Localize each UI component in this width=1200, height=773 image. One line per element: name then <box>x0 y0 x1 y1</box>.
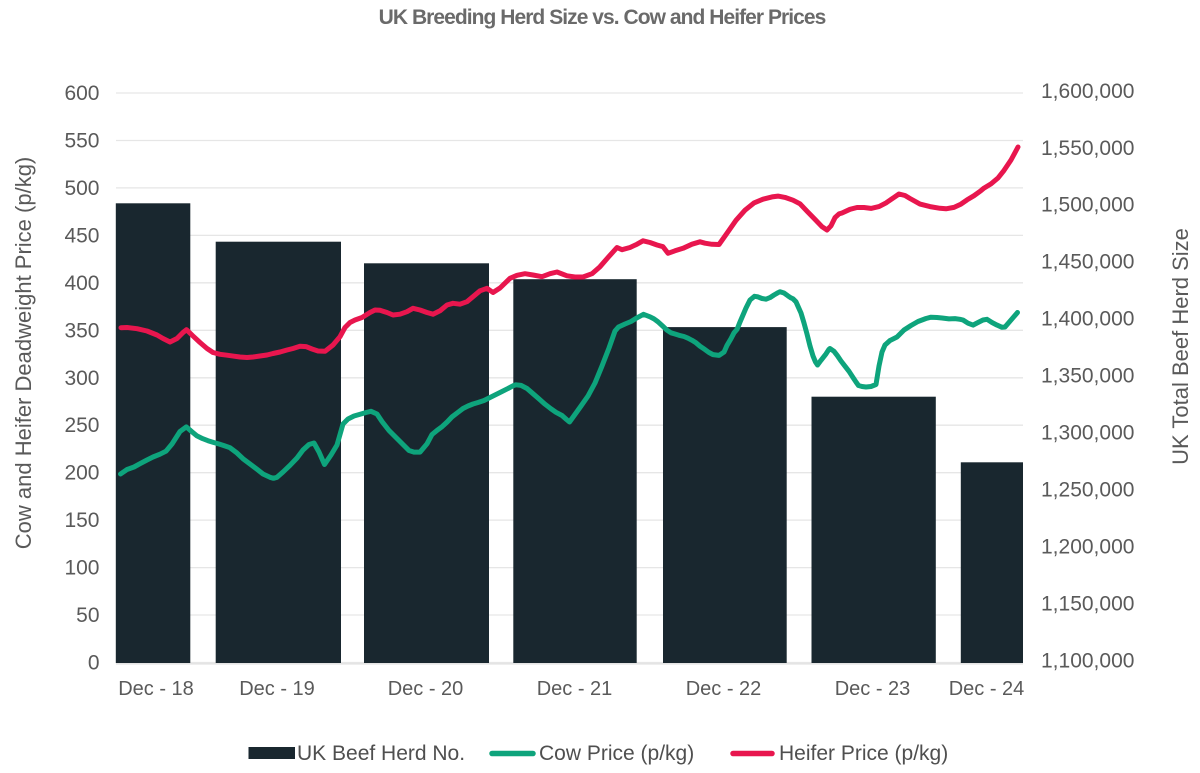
svg-text:Dec - 21: Dec - 21 <box>537 678 613 700</box>
svg-text:1,250,000: 1,250,000 <box>1041 478 1134 501</box>
svg-text:100: 100 <box>64 557 99 580</box>
svg-text:1,100,000: 1,100,000 <box>1041 649 1134 672</box>
svg-text:0: 0 <box>88 652 100 675</box>
svg-text:1,300,000: 1,300,000 <box>1041 422 1134 445</box>
svg-text:50: 50 <box>76 604 99 627</box>
svg-text:Dec - 19: Dec - 19 <box>239 678 315 700</box>
svg-text:250: 250 <box>64 414 99 437</box>
svg-text:Dec - 20: Dec - 20 <box>388 678 464 700</box>
svg-text:1,200,000: 1,200,000 <box>1041 535 1134 558</box>
svg-text:Heifer Price (p/kg): Heifer Price (p/kg) <box>779 742 948 765</box>
svg-text:UK Total Beef Herd Size: UK Total Beef Herd Size <box>1168 228 1193 465</box>
svg-text:200: 200 <box>64 462 99 485</box>
svg-text:UK Beef Herd No.: UK Beef Herd No. <box>297 742 465 765</box>
svg-text:Cow and Heifer Deadweight Pric: Cow and Heifer Deadweight Price (p/kg) <box>11 157 36 550</box>
svg-text:1,550,000: 1,550,000 <box>1041 137 1134 160</box>
svg-text:UK Breeding Herd Size vs. Cow: UK Breeding Herd Size vs. Cow and Heifer… <box>379 6 826 29</box>
svg-text:1,500,000: 1,500,000 <box>1041 194 1134 217</box>
svg-text:350: 350 <box>64 319 99 342</box>
svg-text:Cow Price (p/kg): Cow Price (p/kg) <box>539 742 694 765</box>
svg-text:Dec - 23: Dec - 23 <box>835 678 911 700</box>
svg-text:1,600,000: 1,600,000 <box>1041 80 1134 103</box>
svg-text:Dec - 24: Dec - 24 <box>949 678 1025 700</box>
svg-text:300: 300 <box>64 367 99 390</box>
svg-text:1,450,000: 1,450,000 <box>1041 251 1134 274</box>
svg-text:1,400,000: 1,400,000 <box>1041 308 1134 331</box>
svg-text:Dec - 18: Dec - 18 <box>118 678 194 700</box>
svg-text:1,350,000: 1,350,000 <box>1041 365 1134 388</box>
svg-text:400: 400 <box>64 272 99 295</box>
svg-text:550: 550 <box>64 130 99 153</box>
svg-text:1,150,000: 1,150,000 <box>1041 592 1134 615</box>
svg-text:600: 600 <box>64 82 99 105</box>
svg-text:500: 500 <box>64 177 99 200</box>
svg-text:150: 150 <box>64 509 99 532</box>
svg-text:Dec - 22: Dec - 22 <box>686 678 762 700</box>
svg-text:450: 450 <box>64 224 99 247</box>
